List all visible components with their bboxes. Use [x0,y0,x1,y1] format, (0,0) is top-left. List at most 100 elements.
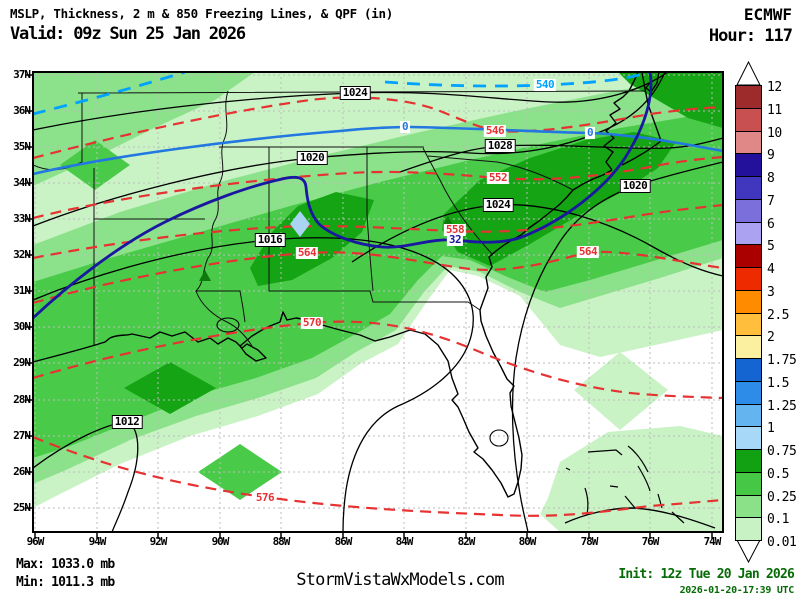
colorbar-cell [735,198,762,223]
lat-lon-graticule [33,72,723,532]
colorbar-cell [735,130,762,155]
sleet-diamond-icon [290,211,310,237]
colorbar-label: 6 [767,216,775,232]
lon-tick-label: 80W [518,535,537,548]
mslp-min-readout: Min: 1011.3 mb [16,575,115,590]
generated-timestamp: 2026-01-20-17:39 UTC [679,585,795,596]
colorbar-label: 8 [767,171,775,186]
colorbar-label: 4 [767,262,775,277]
colorbar-cell [735,449,762,473]
lake-okeechobee [489,429,509,447]
lat-tick-label: 27N [13,429,31,442]
colorbar-arrow-down-icon [736,539,761,564]
contour-label-546: 546 [483,124,507,137]
valid-time: Valid: 09z Sun 25 Jan 2026 [10,24,246,44]
lon-tick-label: 94W [88,535,107,548]
contour-label-1020: 1020 [296,151,328,165]
lat-tick-label: 32N [13,248,31,261]
lat-tick-label: 37N [13,68,31,81]
lon-tick-label: 90W [211,535,230,548]
colorbar-cell [735,85,762,109]
colorbar-label: 11 [767,102,782,118]
colorbar-label: 1 [767,421,775,437]
colorbar-label: 1.25 [767,398,797,414]
lon-tick-label: 76W [641,535,660,548]
colorbar-label: 0.75 [767,444,797,459]
lon-tick-label: 86W [334,535,353,548]
lat-tick-label: 34N [13,176,31,189]
coastline [33,72,716,529]
colorbar-label: 7 [767,193,775,209]
contour-label-576: 576 [253,491,277,504]
colorbar-label: 5 [767,239,775,255]
contour-label-0: 0 [399,120,411,133]
colorbar-label: 1.75 [767,353,797,368]
init-time: Init: 12z Tue 20 Jan 2026 [618,567,794,582]
mslp-max-readout: Max: 1033.0 mb [16,557,115,572]
contour-label-1024: 1024 [339,86,371,100]
colorbar-label: 1.5 [767,375,789,391]
precip-type-markers [199,211,453,281]
colorbar-cell [735,267,762,291]
colorbar-label: 2 [767,330,775,346]
contour-label-1020: 1020 [619,179,651,193]
contour-label-1028: 1028 [484,139,516,153]
colorbar-cell [735,517,762,541]
colorbar-label: 0.25 [767,489,797,505]
colorbar-label: 2.5 [767,307,789,323]
colorbar-cell [735,289,762,314]
contour-label-0: 0 [584,126,596,139]
lat-tick-label: 30N [13,320,31,333]
contour-label-564: 564 [576,245,600,258]
lon-tick-label: 78W [580,535,599,548]
lat-tick-label: 25N [13,501,31,514]
colorbar-label: 0.1 [767,512,789,528]
forecast-hour: Hour: 117 [708,26,793,46]
qpf-max-triangle-icon [199,270,211,281]
colorbar-label: 0.5 [767,466,789,482]
lat-tick-label: 35N [13,140,31,153]
colorbar-cell [735,176,762,200]
contour-label-552: 552 [486,171,510,184]
lat-tick-label: 26N [13,465,31,478]
colorbar-cell [735,244,762,268]
colorbar-cell [735,494,762,519]
map-frame [32,71,724,533]
contour-label-540: 540 [533,78,557,91]
colorbar-cell [735,312,762,337]
colorbar-arrow-up-icon [736,60,761,86]
contour-label-564: 564 [295,246,319,259]
lat-tick-label: 36N [13,104,31,117]
contour-label-1016: 1016 [254,233,286,247]
freezing-line-2m [33,72,653,320]
colorbar-cell [735,403,762,428]
colorbar-label: 9 [767,148,775,164]
lon-tick-label: 96W [26,535,45,548]
colorbar-cell [735,380,762,405]
lat-tick-label: 31N [13,284,31,297]
contour-label-1024: 1024 [482,198,514,212]
colorbar-cell [735,221,762,246]
lat-tick-label: 28N [13,393,31,406]
colorbar-label: 3 [767,284,775,300]
qpf-max-triangle-icon [443,216,453,225]
colorbar-cell [735,107,762,132]
map-title: MSLP, Thickness, 2 m & 850 Freezing Line… [10,6,393,21]
colorbar-cell [735,153,762,177]
contour-label-570: 570 [300,316,324,329]
colorbar-cell [735,358,762,382]
qpf-fill-layer [33,72,723,532]
lon-tick-label: 92W [149,535,168,548]
lake-pontchartrain [216,317,240,333]
colorbar-label: 0.01 [767,535,797,550]
lon-tick-label: 88W [272,535,291,548]
lat-tick-label: 33N [13,212,31,225]
colorbar-cell [735,426,762,450]
contour-label-558: 558 [443,223,467,236]
colorbar-cell [735,335,762,359]
lon-tick-label: 84W [395,535,414,548]
lon-tick-label: 82W [457,535,476,548]
axis-ticks [26,74,713,539]
contour-label-1012: 1012 [111,415,143,429]
